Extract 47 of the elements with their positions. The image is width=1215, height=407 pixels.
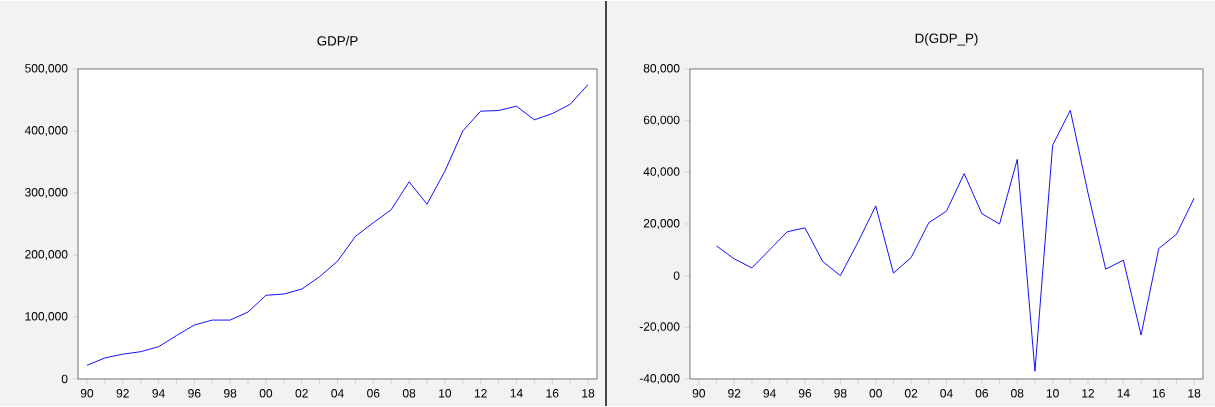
x-tick-label: 06 <box>975 389 989 398</box>
x-tick-label: 96 <box>188 389 201 398</box>
x-tick-label: 10 <box>439 389 452 398</box>
x-tick-label: 12 <box>1082 389 1095 398</box>
y-tick-label: 0 <box>673 271 680 280</box>
x-tick-label: 18 <box>582 389 595 398</box>
y-tick-label: 400,000 <box>24 126 68 136</box>
y-tick-label: 20,000 <box>643 219 680 229</box>
x-tick-label: 08 <box>1011 389 1024 398</box>
y-tick-label: 40,000 <box>643 167 680 178</box>
chart-title: D(GDP_P) <box>915 33 978 46</box>
y-tick-label: 60,000 <box>643 115 680 126</box>
x-tick-label: 90 <box>80 389 94 398</box>
y-tick-label: 300,000 <box>25 188 68 198</box>
y-tick-label: 100,000 <box>25 312 68 322</box>
x-tick-label: 94 <box>152 389 165 398</box>
x-tick-label: 92 <box>116 389 129 398</box>
x-tick-label: 12 <box>474 389 487 398</box>
y-tick-label: 200,000 <box>25 250 68 260</box>
x-tick-label: 98 <box>224 389 237 398</box>
y-tick-label: 80,000 <box>643 64 680 74</box>
x-tick-label: 98 <box>834 389 847 398</box>
y-tick-label: -20,000 <box>639 322 680 333</box>
x-tick-label: 16 <box>546 389 559 398</box>
line-series <box>86 84 589 366</box>
x-tick-label: 96 <box>798 389 812 398</box>
x-tick-label: 04 <box>331 389 344 398</box>
y-tick-label: 0 <box>61 374 68 384</box>
x-tick-label: 00 <box>259 389 273 398</box>
x-tick-label: 94 <box>763 389 776 398</box>
x-tick-label: 14 <box>1117 389 1130 398</box>
x-tick-label: 08 <box>402 389 416 398</box>
x-tick-label: 92 <box>728 389 741 398</box>
x-tick-label: 02 <box>904 389 918 398</box>
x-tick-label: 18 <box>1188 389 1201 398</box>
x-tick-label: 00 <box>869 389 882 398</box>
x-tick-label: 10 <box>1046 389 1059 398</box>
x-tick-label: 16 <box>1153 389 1165 398</box>
line-series <box>716 109 1195 372</box>
x-tick-label: 04 <box>940 389 953 398</box>
chart-title: GDP/P <box>317 35 358 46</box>
x-tick-label: 06 <box>367 389 380 398</box>
x-tick-label: 02 <box>295 389 308 398</box>
y-tick-label: 500,000 <box>25 64 68 74</box>
x-tick-label: 14 <box>510 389 523 398</box>
y-tick-label: -40,000 <box>639 374 680 384</box>
x-tick-label: 90 <box>692 389 706 398</box>
